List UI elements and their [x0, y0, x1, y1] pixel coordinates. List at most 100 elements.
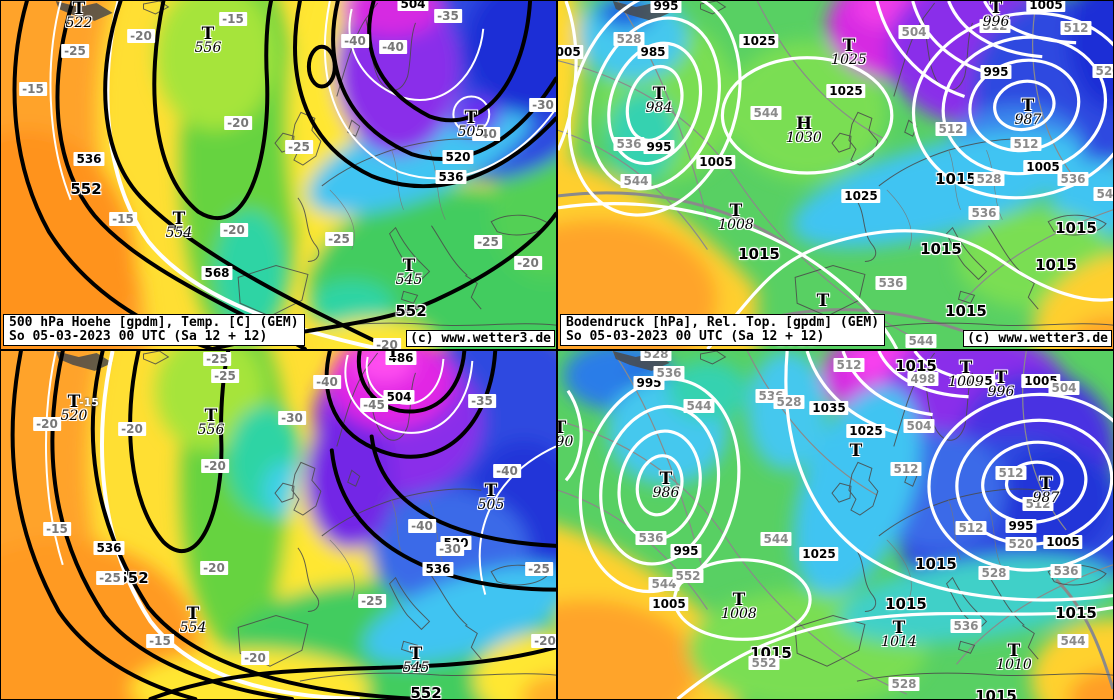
contour-label: 1015 — [1055, 604, 1097, 622]
low-center-marker: T 1010 — [996, 641, 1032, 673]
low-center-marker: T 505 — [457, 108, 485, 140]
contour-label: 995 — [643, 140, 675, 154]
annotation-layer: 536 568 520 536 504 552 552 -15 -25 -15 -20 -20 -25-… — [1, 1, 556, 349]
low-center-marker: T 986 — [652, 469, 680, 501]
contour-label: 544 — [1093, 187, 1113, 201]
contour-label: 995 — [670, 544, 702, 558]
panel-500hpa-height-temp-2: 536504486520536552552-25-25-20-20-20-40-… — [0, 350, 557, 700]
contour-label: -25 — [203, 352, 231, 366]
low-center-marker: T 556 — [194, 24, 222, 56]
contour-label: 1015 — [1055, 219, 1097, 237]
contour-label: 1005 — [956, 374, 996, 388]
contour-label: -15 — [146, 634, 174, 648]
contour-label: -40 — [408, 519, 436, 533]
contour-label: -35 — [434, 9, 462, 23]
panel-surface-pressure-reltop: 995 1005 985 1025 995 1005 1025 1005 995 1005 1025… — [557, 0, 1114, 350]
contour-label: -15 — [43, 522, 71, 536]
contour-label: -25 — [61, 44, 89, 58]
contour-label: 544 — [1057, 634, 1089, 648]
contour-label: 504 — [898, 25, 930, 39]
contour-label: 552 — [395, 302, 427, 320]
contour-label: -20 — [127, 29, 155, 43]
contour-label: -30 — [278, 411, 306, 425]
copyright-label: (c) www.wetter3.de — [406, 330, 555, 347]
contour-label: 544 — [750, 106, 782, 120]
contour-label: 1015 — [885, 595, 927, 613]
contour-label: -40 — [341, 34, 369, 48]
map-background — [558, 1, 1113, 349]
low-center-marker: T 984 — [645, 84, 673, 116]
contour-label: 985 — [637, 45, 669, 59]
low-center-marker: T 554 — [179, 604, 207, 636]
contour-label: 504 — [383, 390, 415, 404]
contour-label: 552 — [117, 569, 149, 587]
contour-label: 504 — [1048, 381, 1080, 395]
contour-label: 536 — [1050, 564, 1082, 578]
contour-label: 512 — [995, 466, 1027, 480]
contour-label: 1025 — [841, 189, 881, 203]
contour-label: 536 — [950, 619, 982, 633]
low-center-marker: T 987 — [1014, 96, 1042, 128]
contour-label: -15 — [19, 82, 47, 96]
panel-500hpa-height-temp: 536 568 520 536 504 552 552 -15 -25 -15 -20 -20 -25-… — [0, 0, 557, 350]
contour-label: -25 — [285, 140, 313, 154]
contour-label: 1015 — [738, 245, 780, 263]
contour-label: -25 — [96, 571, 124, 585]
contour-label: 504 — [903, 419, 935, 433]
contour-label: 1005 — [1026, 1, 1066, 12]
contour-label: -20 — [118, 422, 146, 436]
contour-label: 520 — [1092, 64, 1113, 78]
contour-label: 536 — [875, 276, 907, 290]
contour-label: 995 — [650, 1, 682, 13]
contour-label: -40 — [493, 464, 521, 478]
contour-label: 504 — [397, 1, 429, 11]
contour-label: 528 — [978, 566, 1010, 580]
low-center-marker: T 556 — [197, 406, 225, 438]
contour-label: -45 — [360, 398, 388, 412]
contour-label: -30 — [436, 542, 464, 556]
contour-label: 544 — [760, 532, 792, 546]
contour-label: -15 — [219, 12, 247, 26]
contour-label: 512 — [833, 358, 865, 372]
contour-label: 536 — [1057, 172, 1089, 186]
contour-label: 544 — [648, 577, 680, 591]
panel-surface-pressure-reltop-2: 995 995 1025 1005 1005 1005 1025 1035 995 1005 101… — [557, 350, 1114, 700]
contour-label: -15 — [109, 212, 137, 226]
contour-label: 552 — [410, 684, 442, 700]
contour-label: -25 — [358, 594, 386, 608]
contour-label: 1015 — [1035, 256, 1077, 274]
contour-label: 512 — [1010, 137, 1042, 151]
contour-label: -20 — [531, 634, 556, 648]
contour-label: -20 — [200, 561, 228, 575]
low-center-marker: T 996 — [982, 0, 1010, 30]
contour-label: 1015 — [915, 555, 957, 573]
contour-label: 1005 — [558, 45, 584, 59]
contour-label: -20 — [241, 651, 269, 665]
low-center-marker: T 1025 — [831, 36, 867, 68]
contour-label: 512 — [890, 462, 922, 476]
copyright-label: (c) www.wetter3.de — [963, 330, 1112, 347]
contour-label: 544 — [620, 174, 652, 188]
low-center-marker: T 522 — [65, 0, 93, 31]
low-center-marker: T 996 — [987, 368, 1015, 400]
low-center-marker: T 545 — [402, 644, 430, 676]
contour-label: 536 — [93, 541, 125, 555]
contour-label: 1025 — [846, 424, 886, 438]
contour-label: -20 — [33, 417, 61, 431]
contour-label: 1025 — [826, 84, 866, 98]
contour-label: 512 — [1060, 21, 1092, 35]
contour-label: -20 — [373, 338, 401, 349]
contour-label: 1005 — [1023, 160, 1063, 174]
contour-label: 512 — [979, 19, 1011, 33]
contour-label: -20 — [201, 459, 229, 473]
contour-label: -30 — [529, 98, 556, 112]
low-center-marker: T 1009 — [948, 358, 984, 390]
low-center-marker: T 987 — [1032, 474, 1060, 506]
contour-label: 1015 — [920, 240, 962, 258]
contour-label: 544 — [905, 334, 937, 348]
contour-label: 1025 — [799, 547, 839, 561]
contour-label: 512 — [955, 521, 987, 535]
contour-label: -25 — [474, 235, 502, 249]
low-center-marker: T 1008 — [718, 201, 754, 233]
